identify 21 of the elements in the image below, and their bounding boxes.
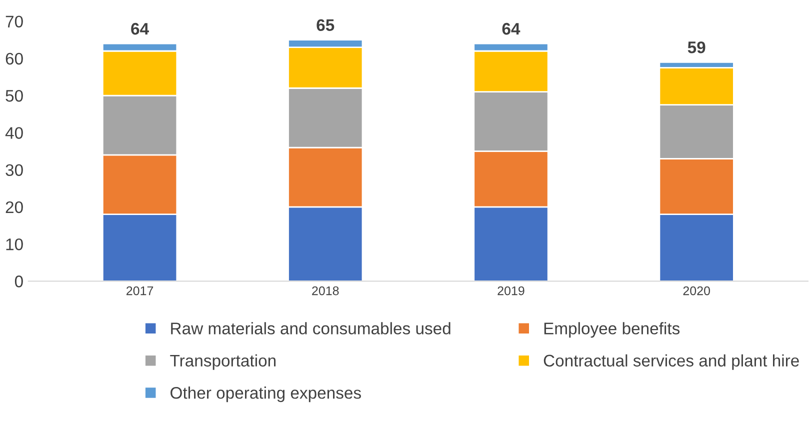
x-tick-label: 2017 bbox=[126, 286, 154, 296]
legend-label: Transportation bbox=[170, 354, 276, 370]
y-tick-label: 0 bbox=[14, 276, 23, 288]
legend-label: Employee benefits bbox=[544, 322, 680, 338]
legend-label: Raw materials and consumables used bbox=[171, 322, 450, 334]
total-label: 65 bbox=[316, 19, 334, 32]
legend-label: Contractual services and plant hire bbox=[544, 354, 799, 370]
y-tick-label: 20 bbox=[6, 201, 23, 214]
x-tick-label: 2020 bbox=[683, 286, 710, 296]
y-tick-label: 50 bbox=[6, 90, 23, 102]
y-tick-label: 40 bbox=[5, 127, 23, 139]
y-tick-label: 30 bbox=[6, 164, 23, 176]
x-tick-label: 2019 bbox=[498, 286, 524, 296]
x-tick-label: 2018 bbox=[312, 286, 339, 296]
total-label: 59 bbox=[688, 41, 706, 54]
total-label: 64 bbox=[131, 22, 149, 35]
y-tick-label: 70 bbox=[6, 16, 23, 28]
y-tick-label: 10 bbox=[6, 238, 23, 250]
legend-label: Other operating expenses bbox=[170, 386, 361, 402]
y-tick-label: 60 bbox=[6, 52, 23, 65]
total-label: 64 bbox=[502, 22, 520, 35]
